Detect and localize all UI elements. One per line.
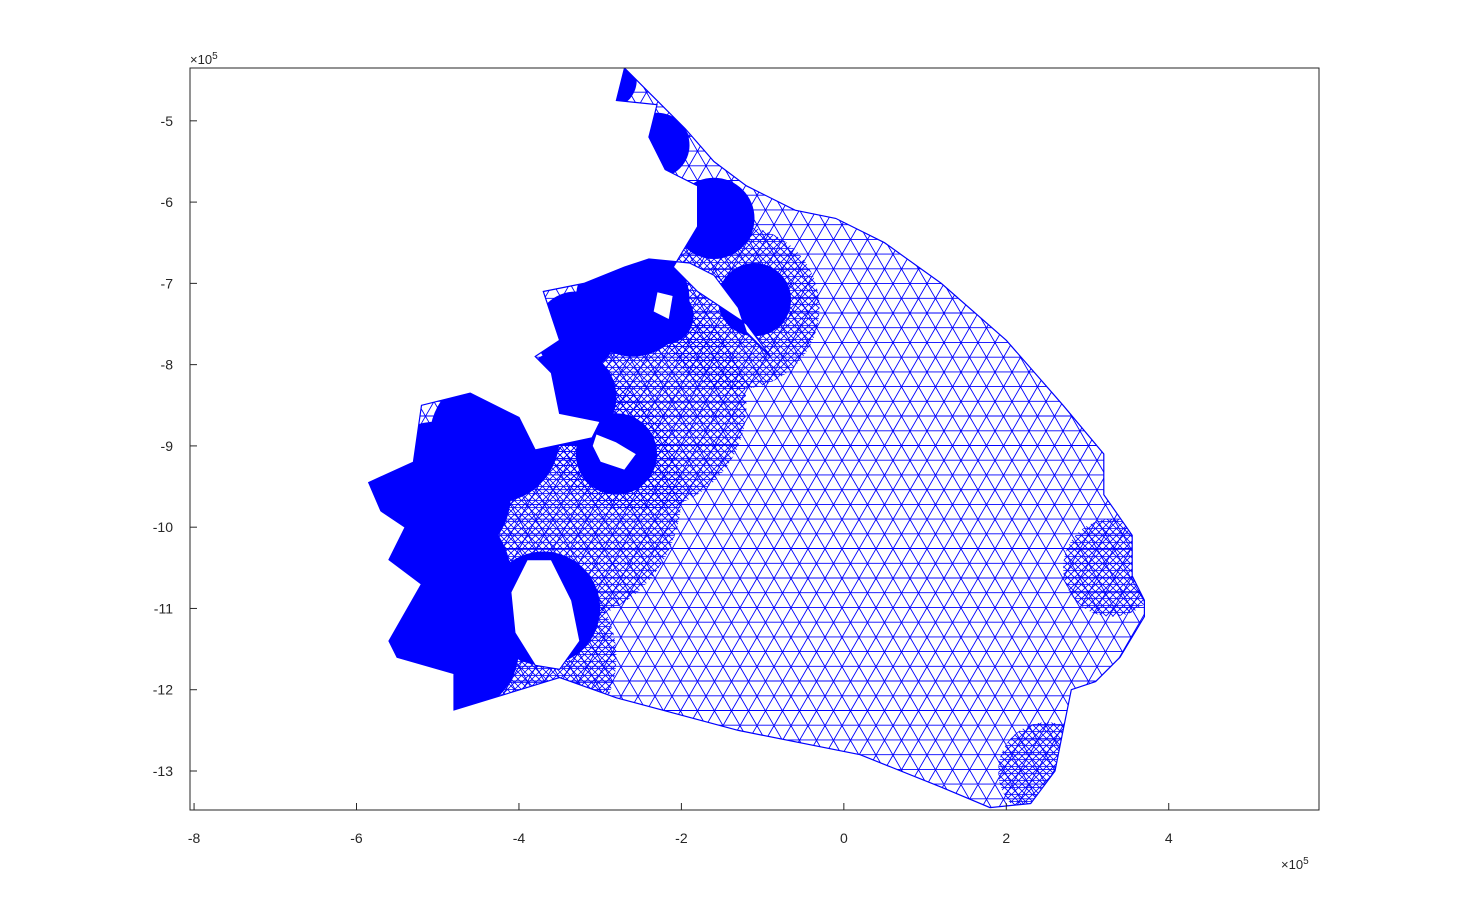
svg-text:×105: ×105 xyxy=(190,51,218,67)
x-exponent-label: ×105 xyxy=(1281,856,1309,872)
x-axis-ticks: -8 -6 -4 -2 0 2 4 xyxy=(188,803,1173,846)
transition-mesh-region xyxy=(421,559,617,755)
y-tick-label: -6 xyxy=(161,194,174,210)
y-tick-label: -13 xyxy=(153,763,173,779)
svg-text:×105: ×105 xyxy=(1281,856,1309,872)
mesh-boundary xyxy=(367,68,1145,809)
x-tick-label: -6 xyxy=(350,830,363,846)
y-axis-ticks: -5 -6 -7 -8 -9 -10 -11 -12 -13 xyxy=(153,113,197,779)
y-tick-label: -11 xyxy=(154,600,173,616)
x-tick-label: -4 xyxy=(513,830,526,846)
y-exponent-label: ×105 xyxy=(190,51,218,67)
y-tick-label: -9 xyxy=(161,438,174,454)
y-tick-label: -8 xyxy=(161,357,174,373)
x-tick-label: 4 xyxy=(1165,830,1173,846)
y-tick-label: -7 xyxy=(161,275,174,291)
refined-mesh-region xyxy=(579,68,637,109)
x-tick-label: -8 xyxy=(188,830,201,846)
transition-mesh-region xyxy=(1063,519,1145,617)
x-tick-label: 2 xyxy=(1002,830,1010,846)
y-tick-label: -12 xyxy=(153,682,173,698)
triangular-mesh xyxy=(367,68,1145,809)
axes-box xyxy=(189,67,1320,811)
x-tick-label: -2 xyxy=(675,830,688,846)
y-tick-label: -5 xyxy=(161,113,174,129)
y-tick-label: -10 xyxy=(153,519,173,535)
x-tick-label: 0 xyxy=(840,830,848,846)
